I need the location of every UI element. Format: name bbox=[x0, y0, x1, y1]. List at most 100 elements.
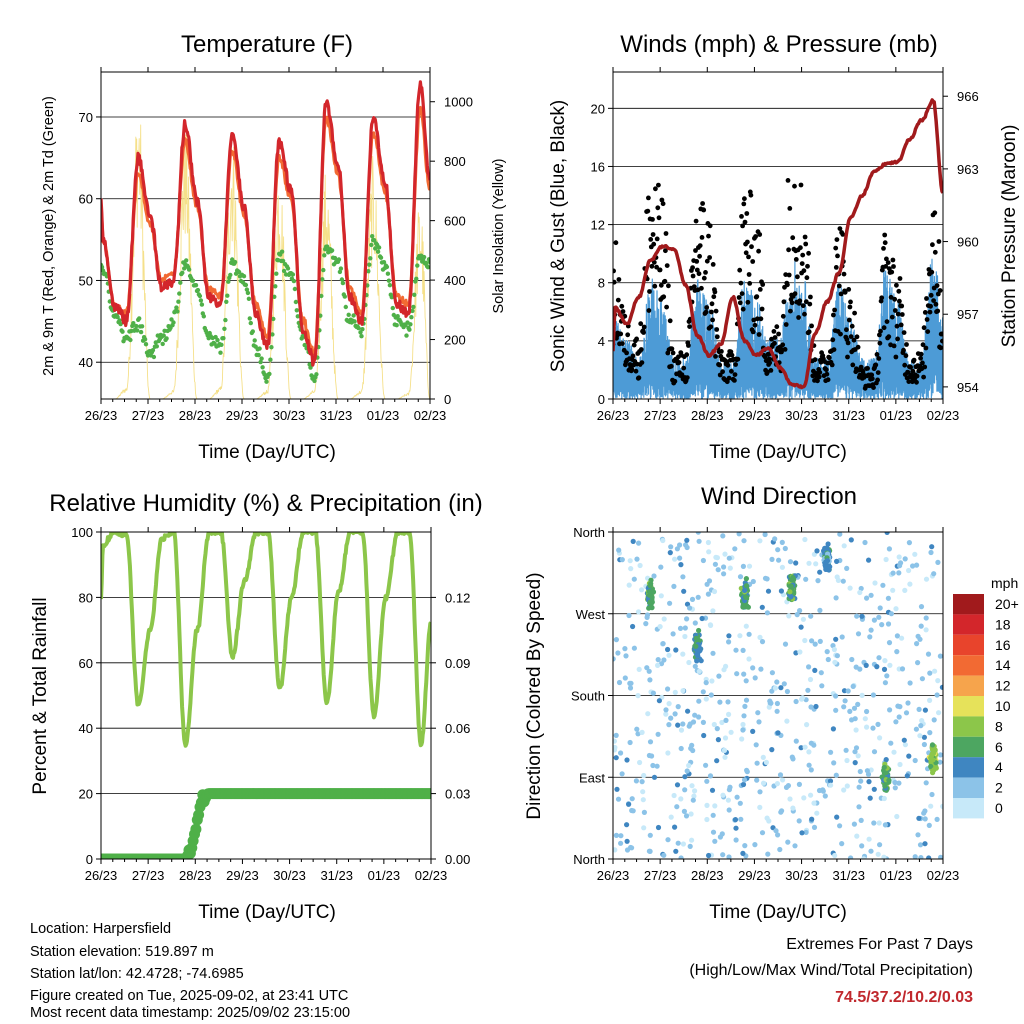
direction-point bbox=[646, 668, 652, 674]
direction-point bbox=[727, 565, 733, 571]
direction-point bbox=[882, 822, 889, 828]
gust-point bbox=[620, 309, 626, 314]
gust-point bbox=[921, 325, 927, 331]
dewpoint-point bbox=[171, 320, 176, 325]
direction-point bbox=[680, 841, 687, 847]
direction-point bbox=[645, 711, 651, 717]
gust-point bbox=[624, 350, 629, 356]
direction-point bbox=[807, 676, 814, 683]
y-tick-label: 20 bbox=[79, 787, 93, 802]
gust-point bbox=[925, 329, 931, 334]
gust-point bbox=[869, 372, 875, 378]
direction-point bbox=[885, 595, 892, 601]
gust-point bbox=[804, 275, 810, 281]
direction-point bbox=[797, 649, 803, 655]
direction-point bbox=[696, 538, 702, 544]
direction-point bbox=[661, 852, 667, 858]
direction-point bbox=[661, 657, 667, 663]
direction-point bbox=[717, 834, 724, 840]
direction-point bbox=[695, 594, 701, 600]
gust-point bbox=[686, 343, 691, 348]
gust-point bbox=[932, 210, 938, 216]
direction-point bbox=[856, 784, 862, 790]
direction-point bbox=[802, 536, 808, 543]
x-tick-label: 28/23 bbox=[179, 408, 212, 423]
dewpoint-point bbox=[244, 287, 250, 292]
legend-label: 6 bbox=[995, 739, 1003, 755]
direction-point bbox=[762, 532, 768, 538]
dewpoint-point bbox=[184, 258, 189, 263]
dewpoint-point bbox=[201, 314, 206, 319]
direction-point bbox=[830, 726, 837, 732]
direction-point bbox=[686, 723, 692, 729]
gust-point bbox=[833, 245, 839, 251]
dewpoint-point bbox=[139, 324, 145, 329]
legend-label: 20+ bbox=[995, 596, 1019, 612]
dewpoint-point bbox=[285, 266, 291, 271]
gust-point bbox=[667, 318, 673, 324]
dewpoint-point bbox=[232, 259, 238, 265]
direction-cluster-point bbox=[647, 599, 653, 605]
dewpoint-point bbox=[414, 276, 419, 281]
direction-point bbox=[774, 708, 780, 714]
gust-point bbox=[797, 298, 803, 304]
direction-cluster-point bbox=[931, 767, 937, 773]
gust-point bbox=[757, 287, 763, 292]
direction-point bbox=[783, 784, 790, 791]
direction-point bbox=[692, 663, 698, 669]
direction-point bbox=[931, 717, 937, 723]
gust-point bbox=[930, 242, 935, 248]
direction-point bbox=[859, 692, 865, 699]
direction-point bbox=[757, 789, 763, 795]
direction-cluster-point bbox=[745, 604, 752, 610]
winds-y-label-left: Sonic Wind & Gust (Blue, Black) bbox=[548, 100, 569, 372]
gust-point bbox=[729, 368, 734, 374]
direction-point bbox=[784, 688, 791, 695]
temperature-y-label-left: 2m & 9m T (Red, Orange) & 2m Td (Green) bbox=[41, 96, 57, 376]
legend-swatch bbox=[953, 757, 984, 778]
direction-point bbox=[692, 788, 698, 794]
dewpoint-point bbox=[342, 294, 347, 299]
direction-point bbox=[806, 749, 812, 755]
direction-point bbox=[727, 784, 733, 790]
direction-point bbox=[655, 731, 661, 737]
gust-point bbox=[832, 307, 837, 313]
direction-point bbox=[619, 771, 625, 777]
dewpoint-point bbox=[190, 278, 196, 283]
direction-point bbox=[658, 564, 664, 570]
direction-point bbox=[672, 556, 678, 562]
direction-point bbox=[808, 767, 814, 773]
gust-point bbox=[670, 350, 676, 356]
direction-point bbox=[678, 727, 685, 733]
direction-point bbox=[634, 726, 640, 732]
gust-point bbox=[693, 248, 698, 253]
direction-point bbox=[811, 824, 818, 831]
direction-point bbox=[622, 646, 628, 652]
direction-point bbox=[811, 800, 817, 806]
gust-point bbox=[726, 353, 731, 358]
gust-point bbox=[782, 347, 788, 352]
direction-point bbox=[839, 634, 845, 640]
gust-point bbox=[645, 208, 651, 214]
direction-point bbox=[806, 560, 812, 566]
direction-point bbox=[881, 795, 887, 802]
x-tick-label: 26/23 bbox=[85, 868, 118, 883]
direction-point bbox=[817, 607, 823, 614]
direction-cluster-point bbox=[791, 576, 797, 583]
direction-point bbox=[628, 680, 634, 686]
direction-point bbox=[912, 854, 918, 859]
direction-point bbox=[743, 678, 749, 684]
direction-point bbox=[740, 647, 746, 654]
direction-point bbox=[890, 570, 896, 576]
gust-point bbox=[717, 362, 723, 368]
direction-cluster-point bbox=[882, 783, 888, 789]
direction-point bbox=[907, 581, 913, 587]
direction-point bbox=[894, 649, 900, 655]
temperature-axes: 26/23 27/23 28/23 29/23 30/23 31/23 01/23 02/23… bbox=[79, 67, 473, 423]
direction-point bbox=[635, 731, 641, 737]
y-tick-label: 0 bbox=[86, 852, 93, 867]
x-tick-label: 26/23 bbox=[85, 408, 118, 423]
gust-point bbox=[898, 322, 904, 328]
direction-point bbox=[804, 722, 810, 728]
dewpoint-point bbox=[425, 265, 430, 270]
